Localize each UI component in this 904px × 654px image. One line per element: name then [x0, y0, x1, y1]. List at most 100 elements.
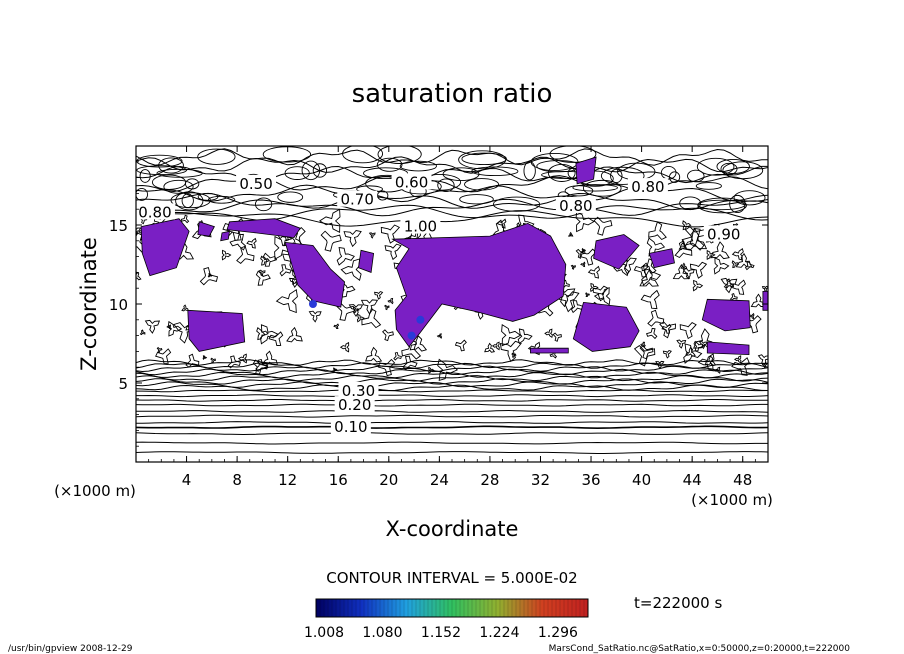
contour-line: [136, 389, 768, 393]
contour-line: [733, 190, 766, 206]
contour-line: [713, 257, 730, 275]
colorbar-tick-labels: 1.008 1.080 1.152 1.224 1.296: [304, 625, 578, 641]
contour-line: [496, 218, 507, 229]
contour-label: 0.80: [138, 203, 171, 221]
contour-line: [572, 184, 618, 192]
contour-line: [682, 220, 692, 231]
time-stamp: t=222000 s: [634, 594, 722, 612]
contour-line: [136, 451, 768, 454]
contour-line: [549, 146, 597, 163]
contour-line: [246, 237, 257, 249]
x-axis-label: X-coordinate: [386, 517, 519, 541]
contour-line: [136, 192, 768, 211]
contour-line: [399, 160, 437, 172]
contour-line: [459, 194, 494, 205]
contour-line: [710, 241, 730, 260]
contour-line: [268, 331, 284, 346]
contour-line: [320, 230, 342, 252]
contour-line: [237, 353, 248, 364]
contour-line: [181, 304, 189, 312]
contour-label-bg: [555, 197, 596, 214]
contour-line: [716, 158, 750, 174]
contour-line: [491, 341, 500, 351]
contour-line: [731, 357, 750, 376]
contour-label: 0.70: [340, 191, 373, 209]
contour-line: [640, 341, 646, 348]
contour-line: [284, 166, 310, 180]
shaded-region: [284, 241, 346, 308]
contour-line: [260, 324, 279, 345]
shaded-region: [140, 218, 190, 277]
contour-line: [437, 358, 459, 382]
contour-line: [723, 278, 734, 289]
contour-line: [207, 195, 236, 204]
contour-label-bg: [330, 418, 371, 435]
contour-label-bg: [703, 225, 744, 242]
contour-line: [356, 313, 365, 323]
plot-area: 0.50 0.60 0.80 0.70 0.80 0.80 1.00 0.90 0.300.20…: [109, 145, 769, 489]
colorbar-tick-label: 1.224: [479, 625, 519, 641]
contour-line: [376, 157, 403, 172]
contour-line: [136, 374, 768, 382]
contour-line: [720, 162, 738, 175]
contour-line: [402, 355, 418, 371]
contour-labels: 0.50 0.60 0.80 0.70 0.80 0.80 1.00 0.90 0.300.20…: [136, 173, 744, 436]
contour-line: [678, 242, 688, 250]
contour-line: [544, 328, 553, 339]
contour-line: [156, 346, 163, 353]
contour-line: [258, 269, 266, 277]
contour-line: [641, 264, 662, 286]
contour-line: [757, 354, 768, 367]
contour-line: [279, 264, 292, 277]
contour-line: [136, 148, 768, 166]
contour-label: 0.50: [239, 175, 272, 193]
y-tick-label: 15: [109, 217, 128, 235]
contour-line: [136, 210, 768, 228]
contour-line: [301, 160, 321, 181]
contour-line: [136, 425, 768, 430]
contour-label: 0.10: [334, 418, 367, 436]
contour-line: [720, 277, 738, 294]
contour-label: 0.30: [342, 382, 375, 400]
contour-line: [262, 146, 312, 163]
contour-line: [136, 165, 188, 176]
contour-line: [173, 322, 196, 344]
contour-line: [730, 279, 746, 295]
contour-line: [640, 289, 660, 310]
contour-line: [454, 339, 467, 352]
contour-line: [579, 248, 597, 266]
contour-line: [254, 197, 273, 212]
x-tick-label: 20: [379, 471, 398, 489]
contour-label-bg: [627, 178, 668, 195]
contour-line: [662, 349, 672, 359]
contour-line: [353, 306, 360, 314]
shaded-region: [762, 291, 768, 311]
contour-line: [185, 353, 200, 368]
footer-right: MarsCond_SatRatio.nc@SatRatio,x=0:50000,…: [549, 644, 851, 654]
contour-line: [262, 252, 278, 267]
shaded-region: [572, 301, 640, 352]
contour-line: [693, 340, 705, 352]
x-tick-label: 28: [480, 471, 499, 489]
contour-line: [139, 329, 146, 336]
contour-line: [761, 285, 768, 293]
contour-label-bg: [236, 174, 277, 191]
x-axis-unit-right: (×1000 m): [691, 491, 773, 509]
contour-line: [136, 371, 768, 379]
contour-label-bg: [334, 396, 375, 413]
contour-line: [312, 163, 328, 178]
colorbar-tick-label: 1.008: [304, 625, 344, 641]
contour-label: 0.90: [707, 225, 740, 243]
contour-line: [530, 152, 579, 171]
contour-line: [384, 243, 402, 261]
shaded-region: [575, 156, 597, 185]
contour-line: [582, 179, 622, 197]
contour-line: [360, 299, 379, 315]
contour-label: 0.80: [559, 197, 592, 215]
y-axis-ticks: 5 10 15: [109, 161, 768, 447]
x-tick-label: 12: [278, 471, 297, 489]
colorbar-frame: [315, 598, 589, 618]
contour-line: [377, 146, 422, 164]
colorbar-tick-label: 1.152: [421, 625, 461, 641]
x-tick-label: 32: [531, 471, 550, 489]
